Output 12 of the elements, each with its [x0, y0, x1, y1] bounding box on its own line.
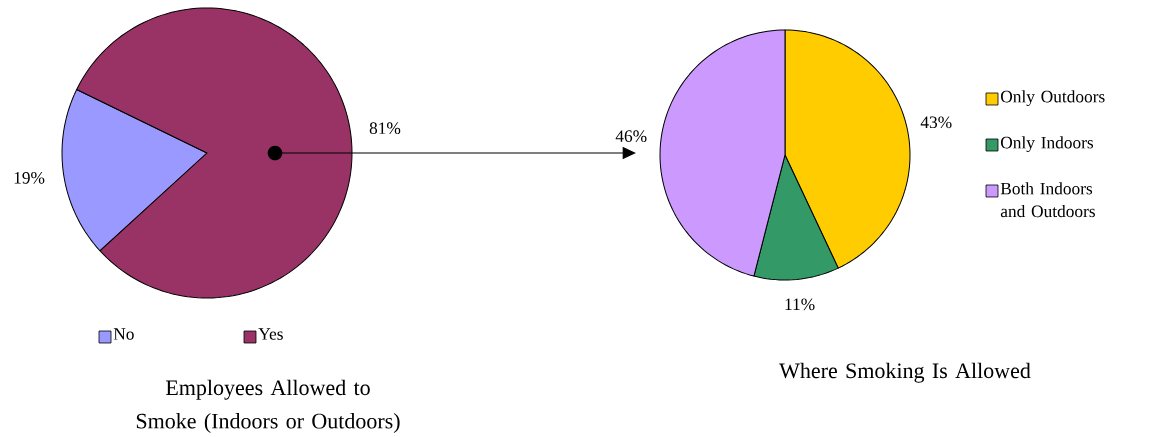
legend-label: Only Outdoors [1000, 90, 1105, 107]
text: Where Smoking Is Allowed [779, 362, 1031, 383]
legend-label: Only Indoors [1000, 136, 1094, 153]
data-label: 19% [14, 171, 45, 184]
legend-label: Both Indoors and Outdoors [1000, 182, 1095, 218]
data-label: 11% [785, 298, 815, 311]
legend-label: Yes [258, 328, 283, 340]
data-label: 81% [369, 122, 401, 135]
data-label: 46% [615, 130, 647, 143]
legend-label: No [113, 328, 134, 340]
text: Employees Allowed to Smoke (Indoors or Outdoors) [136, 379, 400, 433]
data-label: 43% [920, 116, 952, 129]
